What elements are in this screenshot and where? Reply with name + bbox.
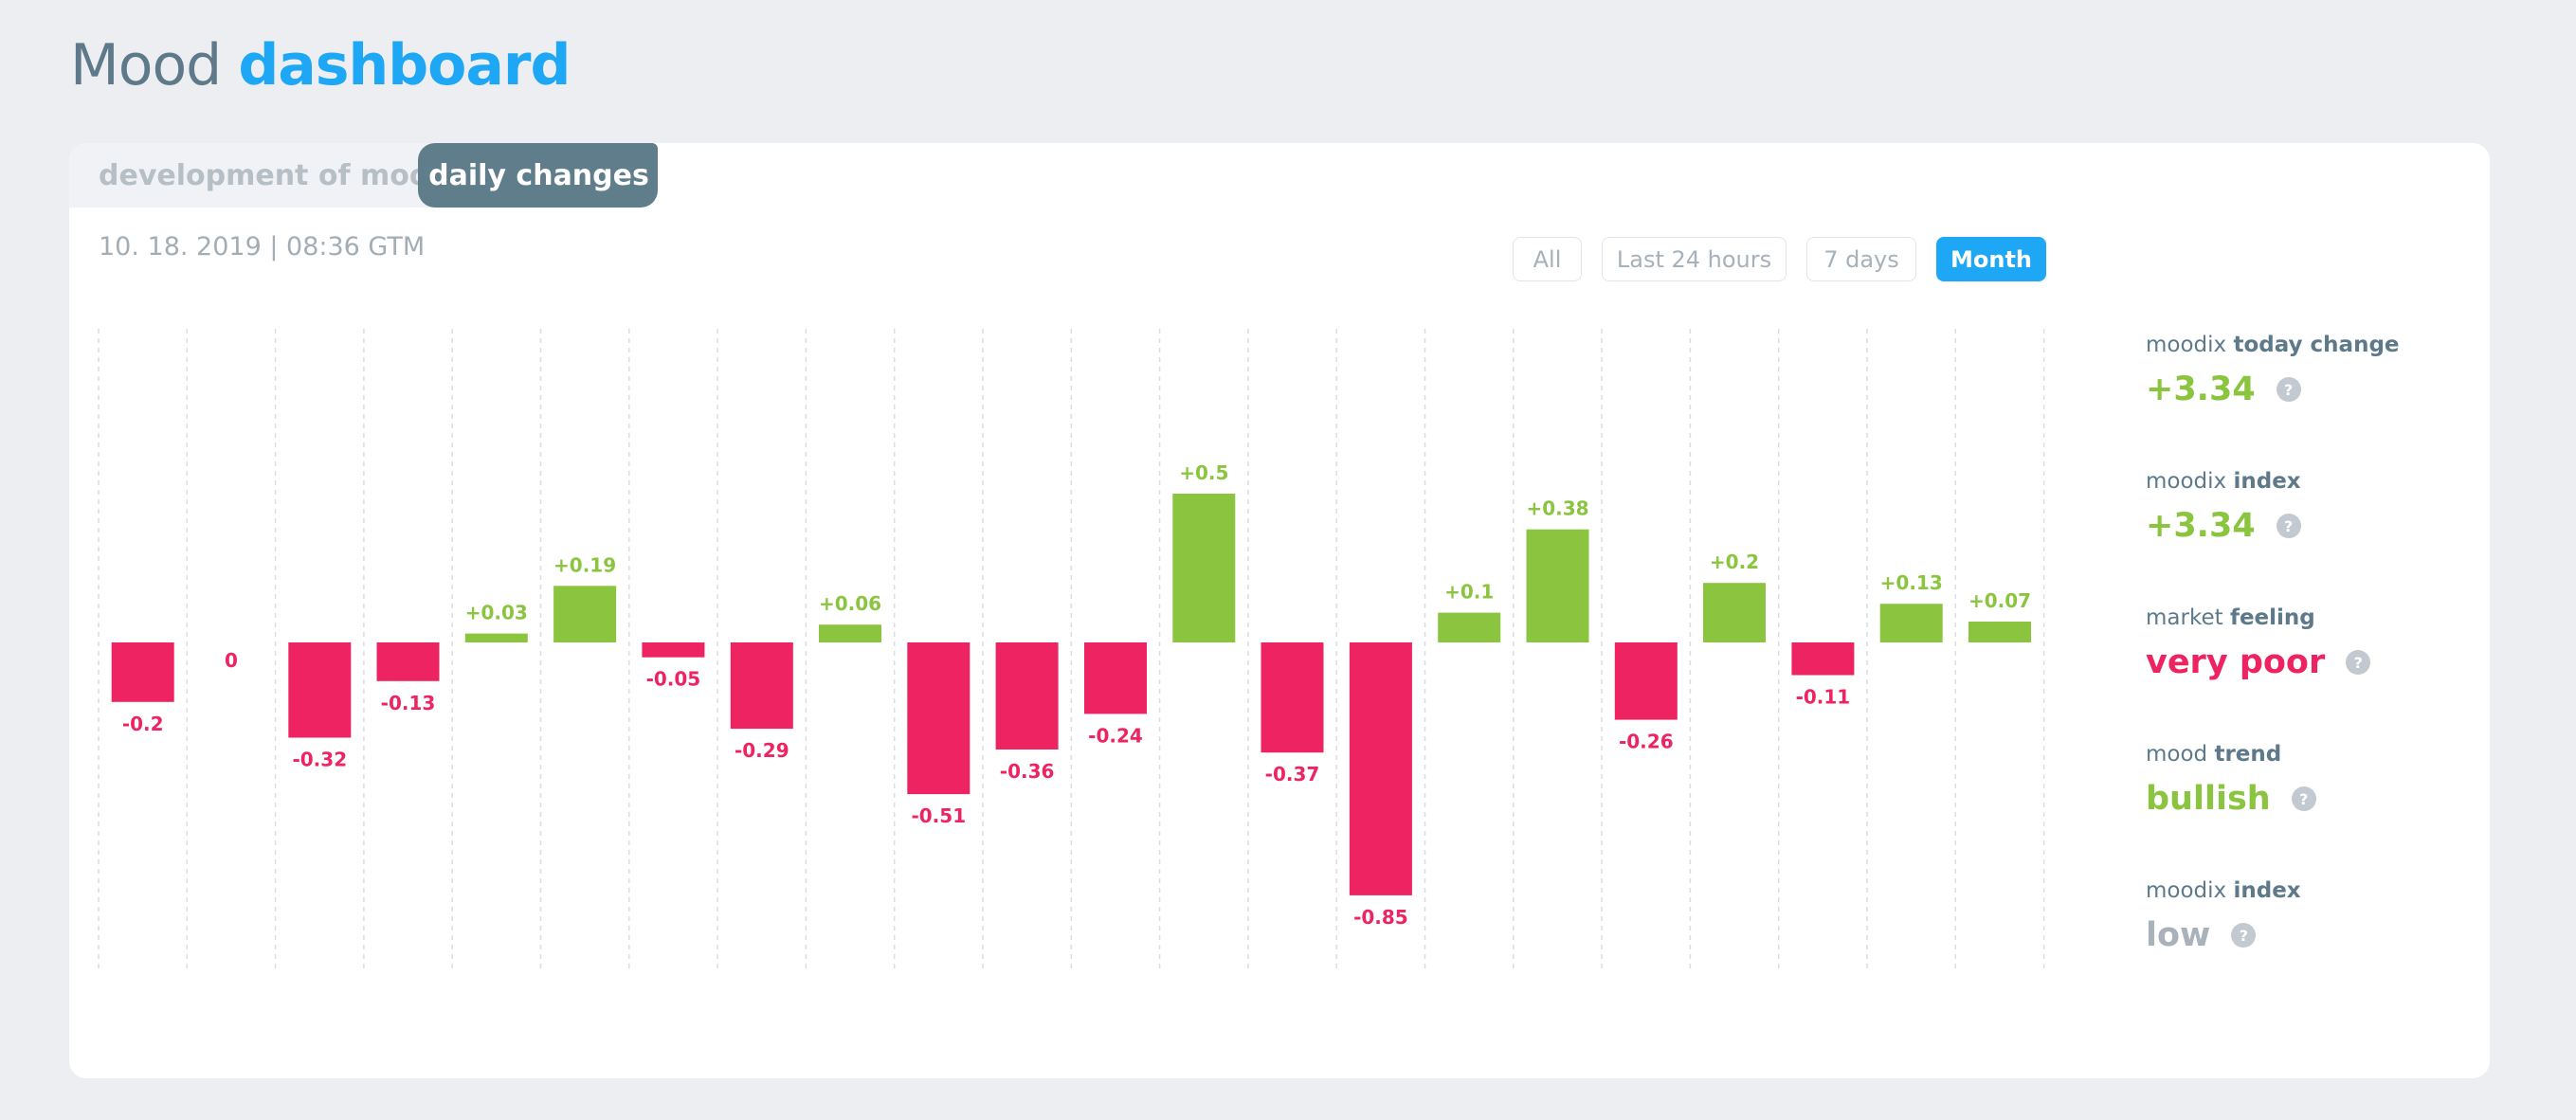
bar-value-label: +0.2 xyxy=(1710,551,1759,573)
range-7days-button[interactable]: 7 days xyxy=(1806,237,1916,281)
timestamp: 10. 18. 2019 | 08:36 GTM xyxy=(99,232,426,262)
bar-value-label: -0.51 xyxy=(911,804,966,827)
bar-value-label: -0.11 xyxy=(1796,686,1851,709)
bar xyxy=(376,642,440,681)
bar xyxy=(1084,642,1147,714)
stat-moodix-index: moodix index +3.34? xyxy=(2146,469,2468,545)
help-icon[interactable]: ? xyxy=(2346,650,2371,675)
tab-bar: development of mood daily changes xyxy=(69,143,658,208)
bar-value-label: +0.03 xyxy=(465,602,528,624)
bar xyxy=(1614,642,1678,720)
bar-value-label: -0.24 xyxy=(1088,724,1143,747)
bar-value-label: -0.13 xyxy=(381,692,436,714)
bar-value-label: -0.36 xyxy=(1000,760,1055,783)
help-icon[interactable]: ? xyxy=(2276,377,2301,402)
bar xyxy=(819,624,881,642)
chart-bars xyxy=(111,494,2031,895)
bar-value-label: +0.06 xyxy=(819,592,881,615)
bar-value-label: -0.05 xyxy=(646,668,701,691)
stat-mood-trend: mood trend bullish? xyxy=(2146,742,2468,818)
stat-label: mood trend xyxy=(2146,742,2282,767)
bar xyxy=(1526,529,1589,642)
range-month-button[interactable]: Month xyxy=(1936,237,2046,281)
bar-value-label: -0.32 xyxy=(292,749,347,771)
bar xyxy=(111,642,174,702)
bar-value-label: +0.38 xyxy=(1526,497,1588,520)
help-icon[interactable]: ? xyxy=(2231,923,2257,948)
bar-value-label: -0.2 xyxy=(122,713,164,735)
bar xyxy=(995,642,1059,750)
bar xyxy=(1261,642,1324,753)
bar xyxy=(1703,583,1766,642)
bar-value-label: +0.19 xyxy=(553,553,616,576)
bar-value-label: +0.5 xyxy=(1179,461,1228,484)
stat-value: +3.34? xyxy=(2146,507,2468,545)
dashboard-card: development of mood daily changes 10. 18… xyxy=(69,143,2490,1078)
bar xyxy=(1879,604,1943,642)
chart-labels: -0.2 0 -0.32 -0.13 +0.03 +0.19 -0.05 -0.29 +0.06… xyxy=(122,461,2031,929)
bar xyxy=(1791,642,1855,676)
bar xyxy=(1438,612,1501,642)
bar-value-label: +0.13 xyxy=(1880,571,1943,594)
page-title-prefix: Mood xyxy=(70,32,222,99)
bar-value-label: -0.26 xyxy=(1619,731,1674,753)
daily-changes-bar-chart: -0.2 0 -0.32 -0.13 +0.03 +0.19 -0.05 -0.29 +0.06… xyxy=(98,329,2045,973)
stat-value: bullish? xyxy=(2146,780,2468,818)
bar-value-label: +0.1 xyxy=(1444,581,1494,604)
help-icon[interactable]: ? xyxy=(2291,786,2316,811)
page-title-accent: dashboard xyxy=(238,32,571,99)
bar-value-label: -0.85 xyxy=(1353,906,1408,929)
bar xyxy=(553,586,617,642)
bar-value-label: +0.07 xyxy=(1968,589,2031,612)
stat-today-change: moodix today change +3.34? xyxy=(2146,333,2468,408)
bar xyxy=(464,633,528,642)
bar-value-label: 0 xyxy=(225,649,238,672)
bar xyxy=(1172,494,1236,642)
stat-value: low? xyxy=(2146,916,2468,954)
bar xyxy=(288,642,352,738)
range-24h-button[interactable]: Last 24 hours xyxy=(1602,237,1787,281)
stat-label: moodix index xyxy=(2146,469,2301,494)
bar xyxy=(730,642,793,730)
stat-label: moodix index xyxy=(2146,878,2301,903)
bar-value-label: -0.29 xyxy=(735,739,789,762)
stat-value: very poor? xyxy=(2146,643,2468,681)
stat-moodix-index-level: moodix index low? xyxy=(2146,878,2468,954)
range-all-button[interactable]: All xyxy=(1513,237,1582,281)
stat-market-feeling: market feeling very poor? xyxy=(2146,605,2468,681)
stat-label: market feeling xyxy=(2146,605,2315,630)
bar xyxy=(1349,642,1412,895)
bar-value-label: -0.37 xyxy=(1265,763,1320,786)
page-title: Mood dashboard xyxy=(70,27,571,104)
chart-grid xyxy=(98,329,2045,973)
stat-value: +3.34? xyxy=(2146,370,2468,408)
help-icon[interactable]: ? xyxy=(2276,514,2301,538)
bar xyxy=(1968,622,2031,642)
bar xyxy=(642,642,705,658)
tab-daily-changes[interactable]: daily changes xyxy=(418,143,658,208)
bar xyxy=(907,642,971,795)
stat-label: moodix today change xyxy=(2146,333,2400,357)
tab-development-of-mood[interactable]: development of mood xyxy=(69,143,449,208)
